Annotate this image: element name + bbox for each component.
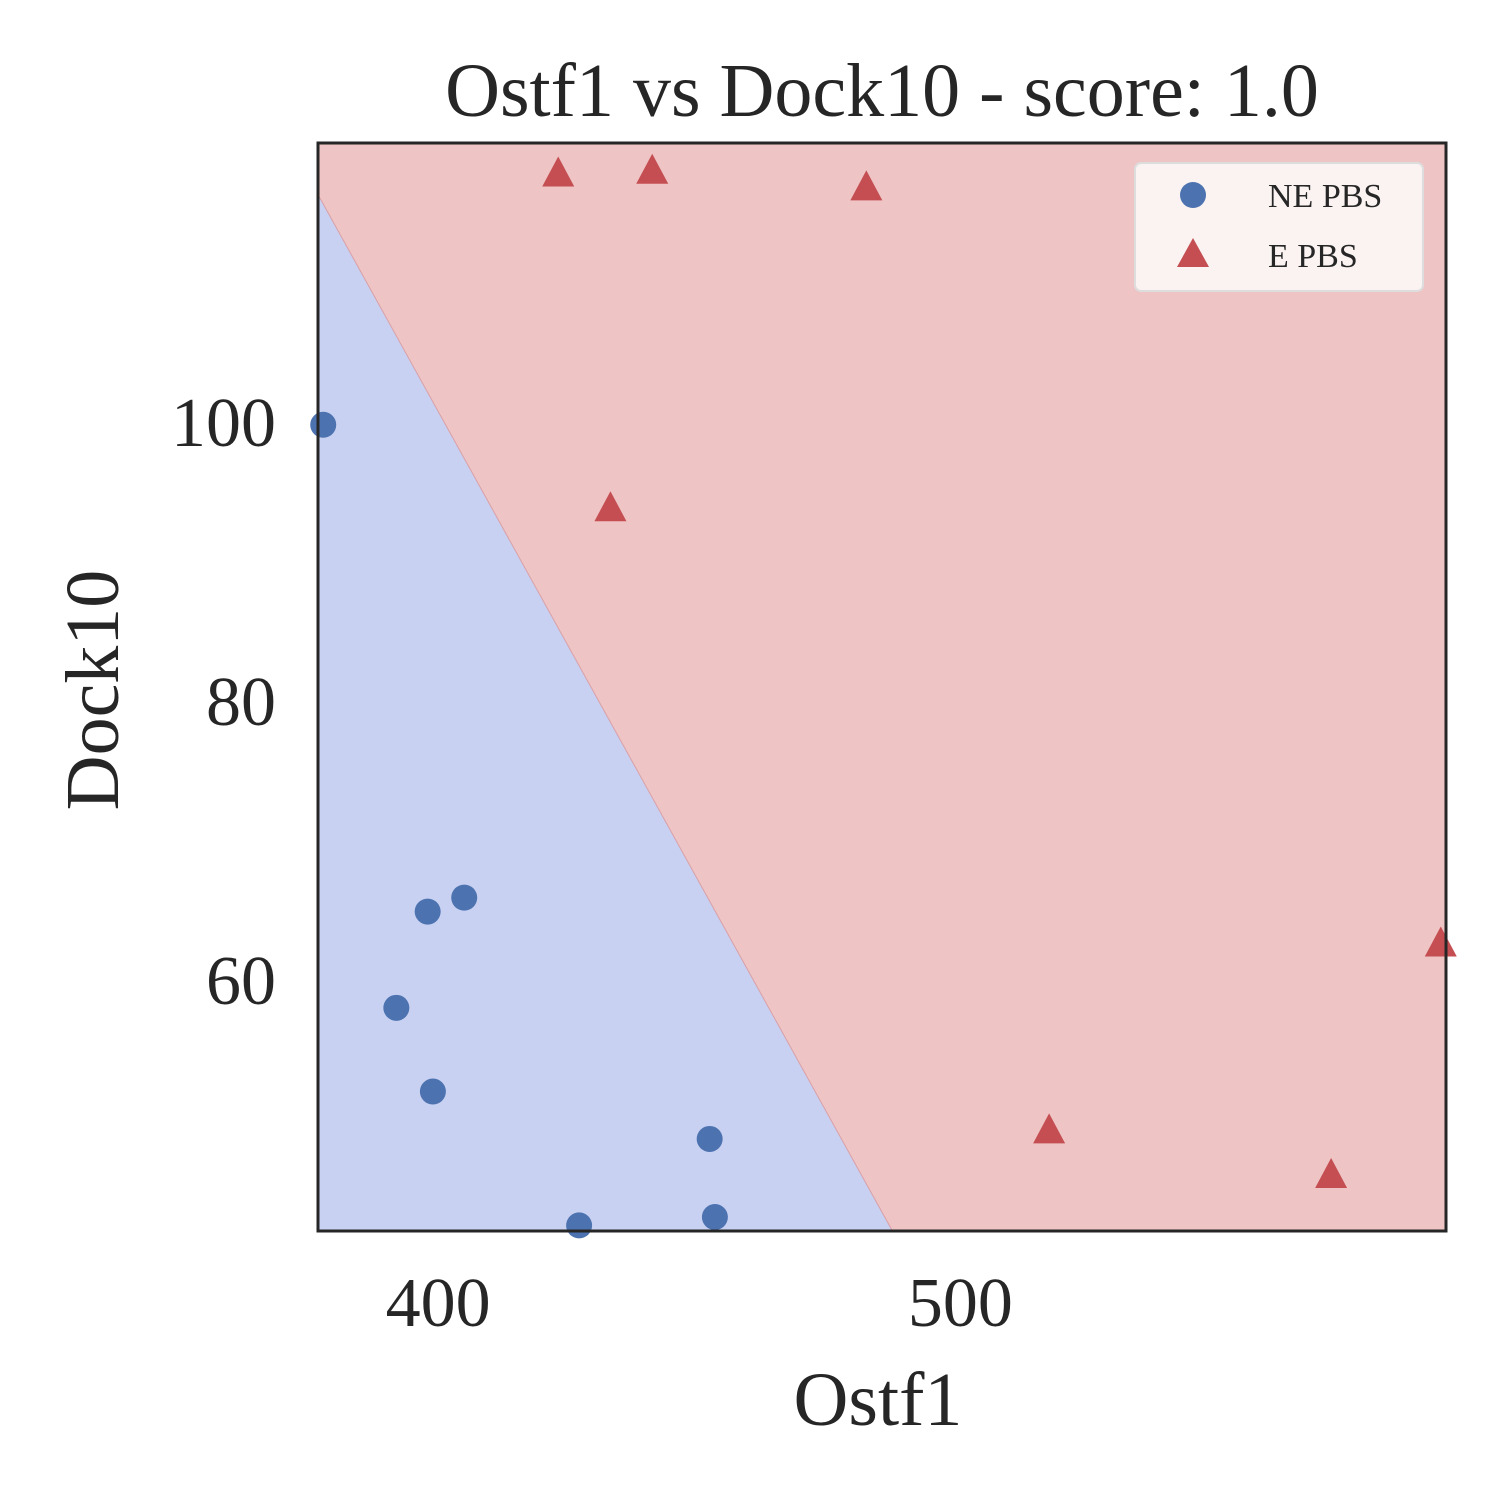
y-tick-label: 80: [206, 664, 276, 741]
data-point: [696, 1125, 723, 1152]
data-point: [1315, 1158, 1348, 1188]
tick-labels: 400 500 60 80 100: [171, 385, 1013, 1342]
data-point: [451, 884, 478, 911]
data-point: [566, 1212, 593, 1239]
data-point: [636, 153, 669, 184]
series-e-pbs: [542, 153, 1457, 1188]
y-tick-label: 100: [171, 385, 276, 462]
legend-box: [1134, 162, 1424, 292]
legend-label: E PBS: [1268, 238, 1358, 275]
legend-label: NE PBS: [1268, 178, 1382, 215]
data-points: [310, 153, 1457, 1239]
plot-frame: [316, 141, 1448, 1233]
y-tick-label: 60: [206, 943, 276, 1020]
data-point: [701, 1204, 728, 1231]
series-ne-pbs: [310, 411, 728, 1239]
x-tick-label: 400: [386, 1265, 491, 1342]
data-point: [419, 1078, 446, 1105]
data-point: [383, 994, 410, 1021]
chart-title: Ostf1 vs Dock10 - score: 1.0: [445, 49, 1319, 133]
y-axis-label: Dock10: [51, 570, 135, 811]
decision-regions: [317, 143, 1446, 1232]
x-tick-label: 500: [908, 1265, 1013, 1342]
legend-marker-triangle: [1177, 238, 1209, 267]
data-point: [594, 491, 627, 522]
data-point: [310, 411, 337, 438]
data-point: [1033, 1113, 1066, 1144]
legend-marker-circle: [1180, 182, 1206, 208]
data-point: [414, 898, 441, 925]
data-point: [1424, 926, 1457, 957]
data-point: [542, 156, 575, 187]
data-point: [850, 170, 883, 201]
legend: NE PBS E PBS: [1134, 162, 1424, 292]
decision-boundary: [317, 194, 893, 1232]
x-axis-label: Ostf1: [794, 1358, 963, 1442]
